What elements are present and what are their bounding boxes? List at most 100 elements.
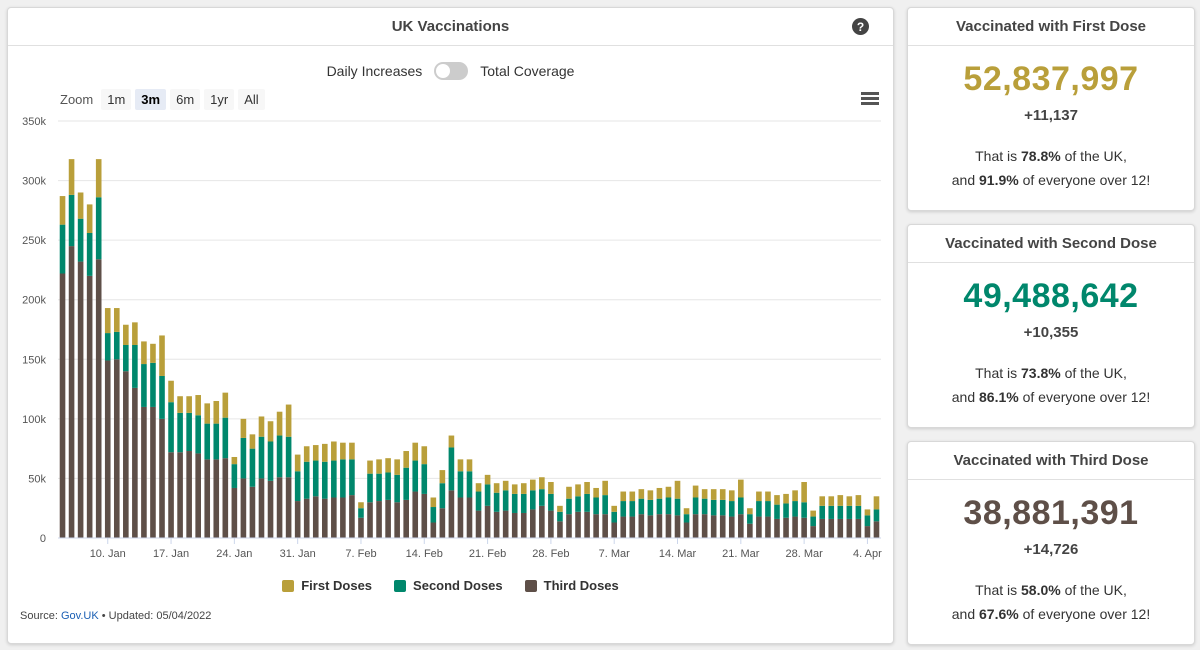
bar-third-dose xyxy=(792,516,798,538)
bar-third-dose xyxy=(358,517,364,538)
card-value: 49,488,642 xyxy=(963,277,1139,315)
bar-second-dose xyxy=(457,471,464,498)
bar-third-dose xyxy=(810,526,816,538)
legend-swatch-first xyxy=(282,579,295,592)
bar-third-dose xyxy=(68,246,75,538)
bar-third-dose xyxy=(412,491,419,538)
bar-first-dose xyxy=(502,480,509,491)
bar-second-dose xyxy=(430,507,437,523)
zoom-all-button[interactable]: All xyxy=(238,89,265,110)
over12-percent: 91.9% xyxy=(979,172,1019,188)
bar-second-dose xyxy=(548,493,554,511)
bar-first-dose xyxy=(376,459,382,474)
bar-third-dose xyxy=(620,516,627,538)
toggle-label-daily[interactable]: Daily Increases xyxy=(326,63,423,79)
coverage-toggle-switch[interactable] xyxy=(434,62,469,80)
card-description: That is 58.0% of the UK, and 67.6% of ev… xyxy=(951,582,1151,622)
bar-second-dose xyxy=(756,501,762,517)
zoom-1m-button[interactable]: 1m xyxy=(101,89,132,110)
bar-second-dose xyxy=(683,514,690,523)
bar-second-dose xyxy=(674,498,681,516)
card-description: That is 78.8% of the UK, and 91.9% of ev… xyxy=(951,148,1151,188)
bar-third-dose xyxy=(340,497,346,538)
bar-third-dose xyxy=(376,501,382,538)
source-link[interactable]: Gov.UK xyxy=(60,610,99,622)
legend-label-second: Second Doses xyxy=(413,578,503,593)
zoom-6m-button[interactable]: 6m xyxy=(170,89,201,110)
bar-third-dose xyxy=(539,505,545,538)
bar-third-dose xyxy=(168,452,174,538)
toggle-label-total[interactable]: Total Coverage xyxy=(480,63,575,79)
legend-third-doses[interactable]: Third Doses xyxy=(524,578,619,593)
bar-second-dose xyxy=(358,508,364,518)
bar-second-dose xyxy=(502,490,509,511)
zoom-label: Zoom xyxy=(60,92,94,107)
bar-second-dose xyxy=(231,464,238,488)
over12-percent: 86.1% xyxy=(979,389,1019,405)
bar-second-dose xyxy=(593,497,599,515)
bar-first-dose xyxy=(846,496,853,506)
bar-first-dose xyxy=(159,335,165,376)
bar-second-dose xyxy=(692,497,699,515)
bar-second-dose xyxy=(186,412,192,452)
updated-text: • Updated: 05/04/2022 xyxy=(101,610,212,622)
bar-first-dose xyxy=(873,496,880,510)
card-increase: +10,355 xyxy=(1023,324,1079,341)
zoom-3m-button[interactable]: 3m xyxy=(135,89,167,110)
hamburger-menu-icon[interactable] xyxy=(861,92,879,106)
bar-first-dose xyxy=(620,491,627,502)
legend-second-doses[interactable]: Second Doses xyxy=(394,578,503,593)
bar-second-dose xyxy=(77,218,84,262)
x-tick-label: 7. Feb xyxy=(345,548,376,560)
bar-third-dose xyxy=(611,522,618,538)
bar-third-dose xyxy=(439,508,446,538)
bar-second-dose xyxy=(421,464,428,494)
bar-third-dose xyxy=(557,521,563,538)
bar-second-dose xyxy=(846,505,853,519)
legend-first-doses[interactable]: First Doses xyxy=(282,578,372,593)
bar-second-dose xyxy=(638,498,645,515)
bar-third-dose xyxy=(701,514,708,538)
bar-third-dose xyxy=(294,501,301,538)
bar-third-dose xyxy=(819,518,826,538)
bar-second-dose xyxy=(566,498,572,515)
bar-third-dose xyxy=(520,512,527,538)
bar-first-dose xyxy=(665,486,672,498)
card-increase: +11,137 xyxy=(1024,107,1078,124)
bar-third-dose xyxy=(530,509,536,538)
bar-second-dose xyxy=(331,460,337,498)
bar-second-dose xyxy=(629,501,636,517)
x-tick-label: 10. Jan xyxy=(90,548,126,560)
switch-knob xyxy=(436,64,451,78)
bar-second-dose xyxy=(520,493,527,513)
bar-first-dose xyxy=(231,456,238,465)
bar-third-dose xyxy=(77,261,84,538)
card-description: That is 73.8% of the UK, and 86.1% of ev… xyxy=(951,365,1151,405)
bar-third-dose xyxy=(837,518,844,538)
bar-third-dose xyxy=(765,516,771,538)
uk-percent: 73.8% xyxy=(1021,365,1061,381)
help-icon[interactable]: ? xyxy=(852,18,869,35)
bar-first-dose xyxy=(177,396,183,413)
source-label: Source: xyxy=(20,610,58,622)
bar-third-dose xyxy=(159,418,165,538)
bar-third-dose xyxy=(249,486,256,538)
bar-second-dose xyxy=(177,412,183,453)
x-tick-label: 4. Apr xyxy=(853,548,882,560)
bar-second-dose xyxy=(376,473,382,502)
bar-third-dose xyxy=(674,515,681,538)
bar-third-dose xyxy=(511,512,518,538)
chart-header: UK Vaccinations ? xyxy=(8,8,893,46)
bar-first-dose xyxy=(258,416,265,437)
zoom-1yr-button[interactable]: 1yr xyxy=(204,89,235,110)
bar-second-dose xyxy=(484,484,491,506)
bar-first-dose xyxy=(484,474,491,485)
bar-second-dose xyxy=(575,496,581,512)
bar-first-dose xyxy=(575,484,581,497)
bar-third-dose xyxy=(575,511,581,538)
bar-second-dose xyxy=(204,423,211,460)
bar-first-dose xyxy=(738,479,744,498)
bar-second-dose xyxy=(141,364,147,407)
bar-third-dose xyxy=(629,516,636,538)
y-tick-label: 250k xyxy=(22,235,46,247)
